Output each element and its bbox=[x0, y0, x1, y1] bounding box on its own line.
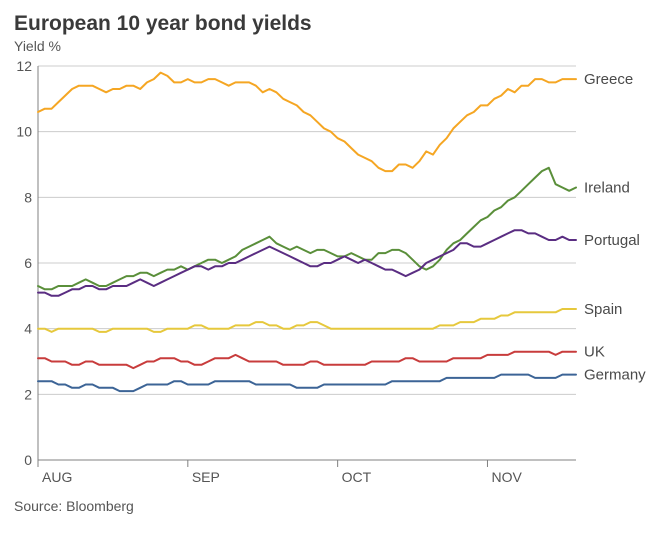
line-chart-svg: 0 2 4 6 8 10 12 AUG SEP OCT NOV Greece Ireland Portug… bbox=[14, 60, 646, 490]
svg-text:2: 2 bbox=[24, 386, 32, 402]
svg-text:6: 6 bbox=[24, 255, 32, 271]
series-line-ireland bbox=[38, 168, 576, 289]
series-line-uk bbox=[38, 352, 576, 368]
series-label-ireland: Ireland bbox=[584, 179, 630, 196]
chart-subtitle: Yield % bbox=[0, 38, 660, 60]
svg-text:NOV: NOV bbox=[491, 469, 522, 485]
svg-text:4: 4 bbox=[24, 321, 32, 337]
series-label-spain: Spain bbox=[584, 301, 622, 318]
series-label-uk: UK bbox=[584, 344, 605, 361]
chart-plot-area: 0 2 4 6 8 10 12 AUG SEP OCT NOV Greece Ireland Portug… bbox=[14, 60, 660, 490]
svg-text:AUG: AUG bbox=[42, 469, 72, 485]
svg-text:SEP: SEP bbox=[192, 469, 220, 485]
series-label-greece: Greece bbox=[584, 71, 633, 88]
chart-container: European 10 year bond yields Yield % 0 2 4… bbox=[0, 0, 660, 540]
series-label-portugal: Portugal bbox=[584, 232, 640, 249]
svg-text:0: 0 bbox=[24, 452, 32, 468]
svg-text:10: 10 bbox=[16, 124, 32, 140]
series-label-germany: Germany bbox=[584, 367, 646, 384]
series-line-greece bbox=[38, 73, 576, 172]
chart-title: European 10 year bond yields bbox=[0, 0, 660, 38]
svg-text:OCT: OCT bbox=[342, 469, 372, 485]
series-line-germany bbox=[38, 375, 576, 392]
svg-text:12: 12 bbox=[16, 60, 32, 74]
svg-text:8: 8 bbox=[24, 189, 32, 205]
chart-source: Source: Bloomberg bbox=[0, 490, 660, 514]
